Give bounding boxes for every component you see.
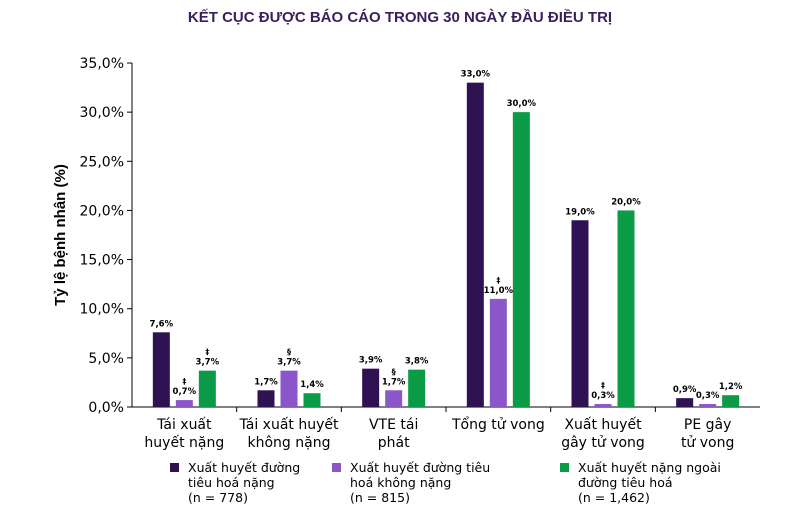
data-label: 1,7%: [254, 377, 278, 387]
bar: [257, 390, 275, 407]
data-label: 3,9%: [359, 356, 383, 366]
y-tick-label: 15,0%: [80, 253, 124, 269]
data-label: 0,7%: [173, 387, 197, 397]
category-label: Tái xuất huyết không nặng: [239, 416, 339, 451]
bar: [676, 398, 694, 407]
bar: [408, 369, 426, 407]
data-label: 30,0%: [507, 99, 537, 109]
chart-title: KẾT CỤC ĐƯỢC BÁO CÁO TRONG 30 NGÀY ĐẦU Đ…: [188, 9, 612, 26]
significance-symbol: ‡: [496, 276, 500, 285]
bar: [594, 404, 612, 407]
y-tick-label: 25,0%: [80, 154, 124, 170]
y-tick-label: 35,0%: [80, 56, 124, 72]
legend-swatch: [332, 463, 341, 472]
data-label: 33,0%: [461, 70, 491, 80]
significance-symbol: §: [287, 348, 291, 357]
legend-label: Xuất huyết đường tiêu hoá nặng (n = 778): [188, 460, 300, 505]
bar: [466, 82, 484, 408]
significance-symbol: ‡: [182, 377, 186, 386]
category-label: Xuất huyết gây tử vong: [561, 416, 645, 451]
bar: [699, 404, 717, 407]
bar: [198, 370, 216, 407]
y-tick-label: 10,0%: [80, 302, 124, 318]
y-tick-label: 0,0%: [88, 400, 124, 416]
category-labels: Tái xuất huyết nặng Tái xuất huyết không nặ…: [144, 416, 734, 451]
legend: Xuất huyết đường tiêu hoá nặng (n = 778) Xu…: [170, 460, 721, 505]
category-label: Tái xuất huyết nặng: [144, 417, 224, 451]
bar: [489, 298, 507, 407]
data-label: 1,2%: [719, 382, 743, 392]
bar: [152, 332, 170, 407]
data-label: 19,0%: [565, 207, 595, 217]
axes: 0,0% 5,0% 10,0% 15,0% 20,0% 25,0% 30,0% 35,0%: [80, 56, 760, 416]
y-tick-label: 20,0%: [80, 203, 124, 219]
bar: [571, 220, 589, 407]
bars: [152, 82, 740, 408]
legend-swatch: [170, 463, 179, 472]
bar: [722, 395, 740, 407]
significance-symbol: §: [392, 367, 396, 376]
data-label: 7,6%: [150, 319, 174, 329]
legend-swatch: [560, 463, 569, 472]
data-label: 3,8%: [405, 357, 429, 367]
legend-label: Xuất huyết nặng ngoài đường tiêu hoá (n = …: [578, 460, 721, 505]
y-tick-label: 5,0%: [88, 351, 124, 367]
data-label: 3,7%: [277, 358, 301, 368]
category-label: VTE tái phát: [369, 417, 418, 451]
data-labels: 7,6%0,7%‡3,7%‡1,7%3,7%§1,4%3,9%1,7%§3,8%…: [150, 70, 743, 401]
legend-label: Xuất huyết đường tiêu hoá không nặng (n = …: [350, 460, 490, 505]
bar: [362, 368, 380, 407]
bar: [617, 210, 635, 407]
bar: [280, 370, 298, 407]
significance-symbol: ‡: [205, 348, 209, 357]
bar: [303, 393, 321, 407]
category-label: Tổng tử vong: [451, 416, 545, 433]
y-tick-label: 30,0%: [80, 105, 124, 121]
bar: [512, 112, 530, 408]
category-label: PE gây tử vong: [681, 417, 734, 451]
data-label: 0,3%: [696, 391, 720, 401]
bar: [385, 390, 403, 407]
data-label: 1,4%: [300, 380, 324, 390]
data-label: 11,0%: [484, 286, 514, 296]
data-label: 1,7%: [382, 377, 406, 387]
data-label: 20,0%: [611, 197, 641, 207]
data-label: 0,9%: [673, 385, 697, 395]
y-axis-label: Tỷ lệ bệnh nhân (%): [52, 164, 69, 306]
data-label: 3,7%: [196, 358, 220, 368]
data-label: 0,3%: [591, 391, 615, 401]
bar: [175, 400, 193, 407]
significance-symbol: ‡: [601, 381, 605, 390]
